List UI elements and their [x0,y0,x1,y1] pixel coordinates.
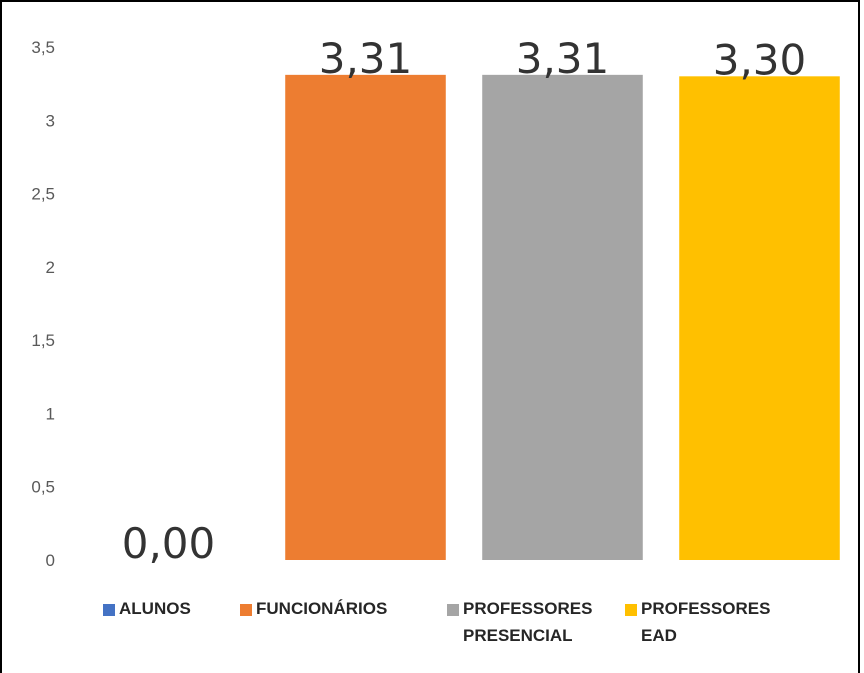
legend-swatch-professores-ead [625,604,637,616]
legend-swatch-funcionarios [240,604,252,616]
y-tick-label: 1,5 [31,331,55,350]
data-label: 0,00 [122,519,216,568]
legend-item-alunos: ALUNOS [103,599,191,622]
y-tick-label: 1 [46,404,55,423]
legend-label-professores-presencial-line1: PROFESSORES [463,599,593,618]
legend-swatch-alunos [103,604,115,616]
bar [679,76,840,561]
y-tick-label: 2,5 [31,185,55,204]
legend-item-professores-presencial: PROFESSORES PRESENCIAL [447,599,592,649]
chart-legend: ALUNOS FUNCIONÁRIOS PROFESSORES PRESENCI… [0,599,860,670]
legend-label-alunos: ALUNOS [119,599,191,618]
bar-chart: 0 0,5 1 1,5 2 2,5 3 3,5 0,00 3,31 3,31 3,30 [31,34,840,570]
y-tick-label: 3 [46,111,55,130]
data-label: 3,30 [713,35,807,84]
legend-swatch-professores-presencial [447,604,459,616]
bar [285,74,446,560]
y-tick-label: 0 [46,551,55,570]
data-label: 3,31 [319,34,413,83]
data-label: 3,31 [516,34,610,83]
y-tick-label: 0,5 [31,478,55,497]
legend-label-professores-presencial-line2: PRESENCIAL [463,626,573,645]
legend-item-funcionarios: FUNCIONÁRIOS [240,599,387,622]
legend-label-professores-ead-line1: PROFESSORES [641,599,771,618]
bar [482,74,643,560]
y-tick-label: 3,5 [31,38,55,57]
legend-item-professores-ead: PROFESSORES EAD [625,599,770,649]
y-tick-label: 2 [46,258,55,277]
legend-label-professores-ead-line2: EAD [641,626,677,645]
legend-label-funcionarios: FUNCIONÁRIOS [256,599,388,618]
